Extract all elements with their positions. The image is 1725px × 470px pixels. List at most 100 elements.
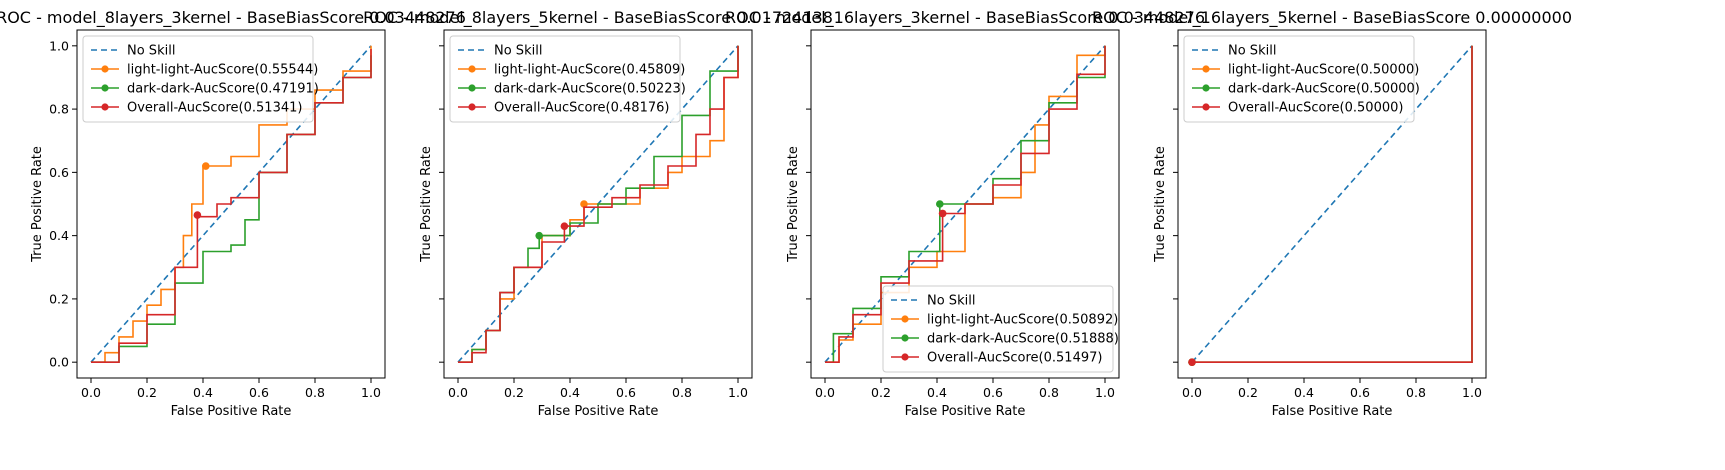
legend-entry-3: dark-dark-AucScore(0.51888) xyxy=(927,332,1119,347)
series-line-4 xyxy=(825,45,1106,363)
x-tick-label: 0.8 xyxy=(1406,385,1426,400)
legend-marker-4 xyxy=(1202,103,1210,111)
x-tick-label: 0.0 xyxy=(448,385,468,400)
legend-marker-4 xyxy=(468,103,476,111)
axes-frame xyxy=(810,29,1120,379)
x-tick-label: 0.6 xyxy=(983,385,1003,400)
legend-box xyxy=(82,35,314,123)
legend-box xyxy=(449,35,681,123)
axes-frame xyxy=(76,29,386,379)
x-tick-label: 1.0 xyxy=(361,385,381,400)
x-tick-label: 1.0 xyxy=(728,385,748,400)
legend-entry-4: Overall-AucScore(0.50000) xyxy=(1228,101,1403,116)
y-axis-label: True Positive Rate xyxy=(30,146,45,263)
legend-entry-4: Overall-AucScore(0.51497) xyxy=(927,351,1102,366)
legend: No Skill light-light-AucScore(0.55544) dar… xyxy=(82,35,319,123)
legend-marker-4 xyxy=(901,353,909,361)
y-axis-label: True Positive Rate xyxy=(1153,146,1168,263)
series-marker-4 xyxy=(560,222,569,230)
y-axis-label: True Positive Rate xyxy=(419,146,434,263)
x-tick-label: 0.0 xyxy=(81,385,101,400)
legend-entry-1: No Skill xyxy=(927,294,975,309)
y-axis-label: True Positive Rate xyxy=(786,146,801,263)
chart-title-3: ROC - model_16layers_3kernel - BaseBiasS… xyxy=(725,8,1205,28)
series-marker-4 xyxy=(938,209,947,218)
legend-entry-2: light-light-AucScore(0.45809) xyxy=(494,63,685,78)
x-tick-label: 0.4 xyxy=(193,385,213,400)
subplot-2: 0.0 0.2 0.4 0.6 0.8 1.0 False Positive Rate Tru… xyxy=(419,29,753,419)
legend-entry-2: light-light-AucScore(0.55544) xyxy=(127,63,318,78)
legend-entry-4: Overall-AucScore(0.48176) xyxy=(494,101,669,116)
series-marker-4 xyxy=(1188,358,1196,366)
legend-entry-1: No Skill xyxy=(494,44,542,59)
series-line-1 xyxy=(1191,45,1473,363)
legend-entry-1: No Skill xyxy=(127,44,175,59)
x-tick-label: 0.6 xyxy=(616,385,636,400)
x-tick-label: 0.8 xyxy=(672,385,692,400)
legend-entry-2: light-light-AucScore(0.50000) xyxy=(1228,63,1419,78)
chart-title-2: ROC - model_8layers_5kernel - BaseBiasSc… xyxy=(363,8,833,28)
legend-box xyxy=(1183,35,1415,123)
x-tick-label: 0.2 xyxy=(871,385,891,400)
x-tick-label: 0.2 xyxy=(1238,385,1258,400)
series-marker-3 xyxy=(936,200,944,208)
legend-marker-2 xyxy=(901,315,909,323)
legend-entry-3: dark-dark-AucScore(0.47191) xyxy=(127,82,319,97)
x-tick-label: 0.0 xyxy=(1182,385,1202,400)
x-axis-label: False Positive Rate xyxy=(905,404,1026,419)
series-marker-4 xyxy=(193,211,202,219)
series-marker-2 xyxy=(580,200,588,208)
legend-marker-2 xyxy=(101,65,109,73)
legend-entry-1: No Skill xyxy=(1228,44,1276,59)
legend-entry-3: dark-dark-AucScore(0.50223) xyxy=(494,82,686,97)
x-tick-label: 0.8 xyxy=(305,385,325,400)
y-tick-label: 0.2 xyxy=(49,291,69,306)
subplot-4: 0.0 0.2 0.4 0.6 0.8 1.0 False Positive Rate Tru… xyxy=(1153,29,1487,419)
legend: No Skill light-light-AucScore(0.50000) dar… xyxy=(1183,35,1420,123)
x-tick-label: 0.2 xyxy=(504,385,524,400)
subplot-3: 0.0 0.2 0.4 0.6 0.8 1.0 False Positive Rate Tru… xyxy=(786,29,1120,419)
y-tick-label: 0.0 xyxy=(49,355,69,370)
x-tick-label: 1.0 xyxy=(1462,385,1482,400)
x-tick-label: 0.0 xyxy=(815,385,835,400)
x-tick-label: 0.6 xyxy=(249,385,269,400)
y-tick-label: 0.8 xyxy=(49,102,69,117)
chart-title-4: ROC - model_16layers_5kernel - BaseBiasS… xyxy=(1092,8,1572,28)
legend-entry-3: dark-dark-AucScore(0.50000) xyxy=(1228,82,1420,97)
chart-title-1: ROC - model_8layers_3kernel - BaseBiasSc… xyxy=(0,8,466,28)
y-tick-label: 1.0 xyxy=(49,38,69,53)
x-axis-label: False Positive Rate xyxy=(1272,404,1393,419)
legend-entry-2: light-light-AucScore(0.50892) xyxy=(927,313,1118,328)
x-axis-label: False Positive Rate xyxy=(538,404,659,419)
series-marker-2 xyxy=(202,162,210,170)
y-tick-label: 0.6 xyxy=(49,165,69,180)
legend-entry-4: Overall-AucScore(0.51341) xyxy=(127,101,302,116)
legend-marker-2 xyxy=(468,65,476,73)
x-tick-label: 0.4 xyxy=(927,385,947,400)
x-tick-label: 0.6 xyxy=(1350,385,1370,400)
legend-marker-3 xyxy=(901,334,909,342)
series-marker-3 xyxy=(535,231,543,240)
legend: No Skill light-light-AucScore(0.50892) dar… xyxy=(882,285,1119,373)
axes-frame xyxy=(443,29,753,379)
legend-marker-2 xyxy=(1202,65,1210,73)
x-tick-label: 0.8 xyxy=(1039,385,1059,400)
axes-frame xyxy=(1177,29,1487,379)
legend-marker-3 xyxy=(101,84,109,92)
legend-marker-4 xyxy=(101,103,109,111)
legend-marker-3 xyxy=(468,84,476,92)
x-tick-label: 1.0 xyxy=(1095,385,1115,400)
legend-marker-3 xyxy=(1202,84,1210,92)
x-tick-label: 0.4 xyxy=(1294,385,1314,400)
y-tick-label: 0.4 xyxy=(49,228,69,243)
x-tick-label: 0.4 xyxy=(560,385,580,400)
series-line-4 xyxy=(1192,45,1473,363)
legend: No Skill light-light-AucScore(0.45809) dar… xyxy=(449,35,686,123)
series-line-4 xyxy=(458,45,739,363)
legend-box xyxy=(882,285,1114,373)
subplot-1: 0.0 0.2 0.4 0.6 0.8 1.0 0.0 0.2 0.4 0.6 0.8 1.0 Fals… xyxy=(30,29,386,419)
x-tick-label: 0.2 xyxy=(137,385,157,400)
series-line-4 xyxy=(91,49,372,363)
x-axis-label: False Positive Rate xyxy=(171,404,292,419)
